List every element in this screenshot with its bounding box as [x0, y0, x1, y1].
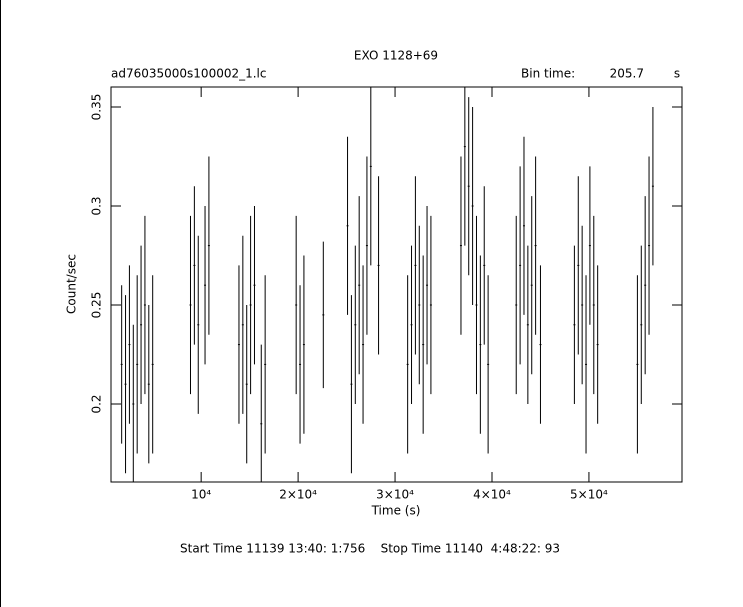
footer: Start Time 11139 13:40: 1:756 Stop Time …	[180, 542, 560, 556]
x-tick-label: 5×10⁴	[570, 488, 608, 502]
file-label: ad76035000s100002_1.lc	[111, 67, 267, 81]
y-tick-label: 0.2	[90, 394, 104, 413]
x-tick-label: 10⁴	[191, 488, 211, 502]
bin-time-label: Bin time:	[521, 67, 575, 81]
x-axis-label: Time (s)	[371, 504, 421, 518]
x-tick-label: 3×10⁴	[376, 488, 414, 502]
y-tick-label: 0.35	[89, 94, 103, 121]
y-axis-label: Count/sec	[65, 254, 79, 314]
bin-time: 205.7	[610, 67, 644, 81]
chart-title: EXO 1128+69	[354, 49, 438, 63]
y-tick-label: 0.3	[90, 196, 104, 215]
y-tick-label: 0.25	[90, 292, 104, 319]
plot-frame	[110, 86, 683, 483]
bin-time-unit: s	[674, 67, 680, 81]
x-tick-label: 2×10⁴	[279, 488, 317, 502]
x-tick-label: 4×10⁴	[473, 488, 511, 502]
